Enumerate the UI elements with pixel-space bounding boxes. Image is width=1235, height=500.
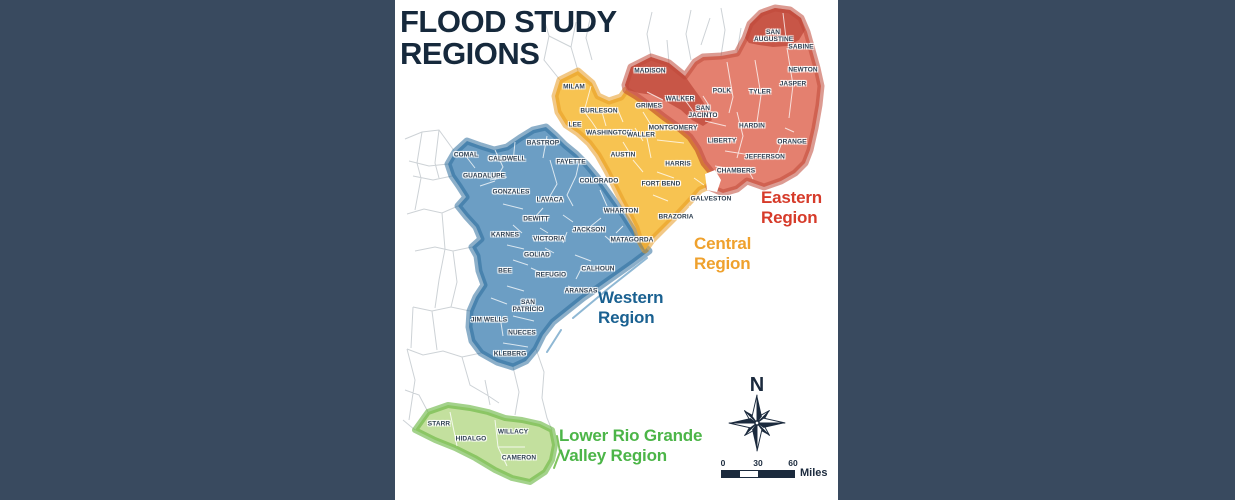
county-label: SAN PATRICIO: [512, 299, 544, 313]
county-label: HIDALGO: [455, 435, 487, 443]
county-label: CAMERON: [501, 454, 537, 462]
county-label: NUECES: [508, 329, 536, 337]
county-label: WALKER: [665, 95, 695, 103]
scale-tick-60: 60: [788, 458, 798, 468]
central-county-lines: [582, 85, 705, 214]
county-label: JACKSON: [572, 226, 606, 234]
central-region-label: Central Region: [694, 234, 752, 274]
county-label: HARRIS: [665, 160, 691, 168]
county-label: WASHINGTON: [586, 129, 632, 137]
lrgv-county-lines: [449, 411, 525, 467]
county-label: FAYETTE: [556, 158, 586, 166]
county-label: GRIMES: [635, 102, 663, 110]
county-label: ORANGE: [777, 138, 807, 146]
compass-north-label: N: [749, 374, 765, 396]
eastern-county-lines: [646, 12, 795, 180]
lrgv-region-shape[interactable]: [415, 405, 555, 482]
county-label: CHAMBERS: [716, 167, 756, 175]
county-label: KLEBERG: [493, 350, 527, 358]
western-region-edge: [444, 123, 653, 371]
county-label: SABINE: [788, 43, 814, 51]
county-label: LIBERTY: [707, 137, 737, 145]
county-label: JASPER: [779, 80, 807, 88]
scale-bar: 0 30 60 Miles: [720, 458, 834, 484]
eastern-region-edge: [621, 4, 825, 197]
western-county-lines: [464, 135, 624, 348]
county-label: COMAL: [453, 151, 479, 159]
compass-rose-icon: [728, 394, 786, 452]
county-label: MONTGOMERY: [648, 124, 698, 132]
county-label: LAVACA: [536, 196, 564, 204]
county-label: NEWTON: [788, 66, 818, 74]
county-label: WILLACY: [497, 428, 529, 436]
county-label: POLK: [712, 87, 732, 95]
county-label: WHARTON: [603, 207, 639, 215]
eastern-region-shape[interactable]: [625, 8, 821, 193]
county-label: CALDWELL: [488, 155, 526, 163]
county-label: MATAGORDA: [610, 236, 654, 244]
county-label: SAN AUGUSTINE: [754, 29, 794, 43]
county-label: STARR: [427, 420, 451, 428]
lrgv-region-label: Lower Rio Grande Valley Region: [559, 426, 703, 466]
county-label: BEE: [498, 267, 512, 275]
county-label: JIM WELLS: [470, 316, 508, 324]
county-label: GALVESTON: [690, 195, 732, 203]
county-label: SAN JACINTO: [688, 105, 718, 119]
county-label: TYLER: [749, 88, 771, 96]
county-label: BRAZORIA: [658, 213, 694, 221]
county-label: ARANSAS: [564, 287, 598, 295]
county-label: CALHOUN: [581, 265, 615, 273]
county-label: MADISON: [634, 67, 666, 75]
western-region-shape[interactable]: [448, 127, 649, 367]
galveston-bay: [705, 170, 721, 192]
lrgv-coast-sliver: [553, 435, 562, 469]
county-label: WALLER: [626, 131, 656, 139]
page-title: FLOOD STUDY REGIONS: [400, 4, 617, 72]
county-label: LEE: [568, 121, 582, 129]
county-label: BASTROP: [526, 139, 560, 147]
eastern-dark-shade-north: [745, 8, 805, 47]
eastern-dark-shade-west: [625, 57, 712, 126]
texas-regions-map: [402, 4, 825, 485]
county-label: DEWITT: [523, 215, 549, 223]
scale-bar-segments: [721, 470, 795, 478]
barrier-islands: [546, 257, 648, 353]
map-panel: FLOOD STUDY REGIONS COMAL BASTROP CALDWE…: [395, 0, 838, 500]
county-label: VICTORIA: [533, 235, 565, 243]
county-label: GONZALES: [492, 188, 530, 196]
county-grid-lines: [402, 7, 742, 431]
county-label: COLORADO: [579, 177, 619, 185]
scale-unit-label: Miles: [800, 467, 828, 479]
lrgv-region-edge: [412, 402, 558, 485]
scale-tick-0: 0: [720, 458, 726, 468]
county-label: REFUGIO: [535, 271, 567, 279]
county-label: KARNES: [490, 231, 520, 239]
western-region-label: Western Region: [598, 288, 664, 328]
scale-tick-30: 30: [753, 458, 763, 468]
county-label: JEFFERSON: [745, 153, 785, 161]
county-label: GOLIAD: [524, 251, 550, 259]
county-label: MILAM: [563, 83, 585, 91]
county-label: AUSTIN: [610, 151, 636, 159]
county-label: FORT BEND: [641, 180, 681, 188]
county-label: HARDIN: [739, 122, 765, 130]
eastern-region-label: Eastern Region: [761, 188, 822, 228]
county-label: GUADALUPE: [462, 172, 506, 180]
county-label: BURLESON: [580, 107, 618, 115]
